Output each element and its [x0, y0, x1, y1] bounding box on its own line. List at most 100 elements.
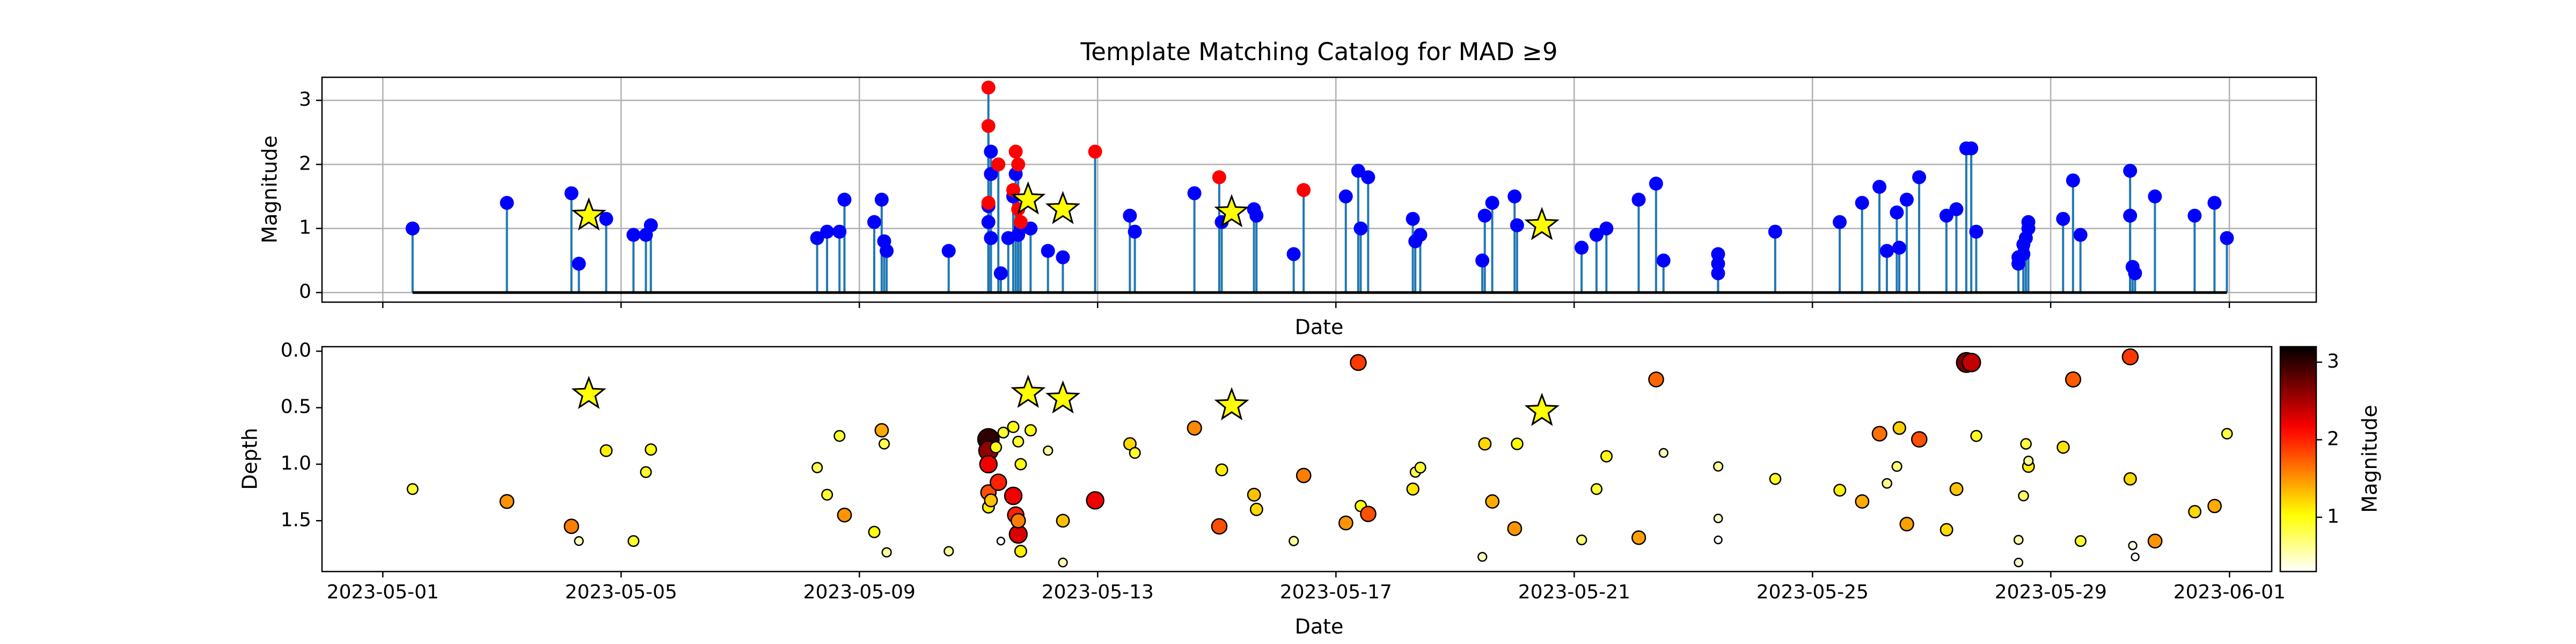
stem-marker [1338, 189, 1353, 204]
stem-marker [599, 211, 613, 226]
y-axis-label: Magnitude [258, 135, 282, 243]
scatter-point [1892, 421, 1906, 435]
scatter-point [564, 518, 580, 535]
scatter-point [1590, 483, 1603, 495]
scatter-point [1631, 530, 1646, 545]
stem-marker [1649, 177, 1663, 191]
template-star [571, 197, 606, 231]
stem-marker [1631, 193, 1646, 207]
scatter-point [943, 546, 954, 557]
scatter-point [984, 493, 998, 508]
scatter-point [1024, 424, 1037, 437]
axes-frame [321, 76, 2317, 303]
template-star [1524, 207, 1560, 240]
scatter-point [1855, 494, 1870, 509]
stem-marker [1892, 240, 1907, 255]
x-tick-label: 2023-05-13 [1042, 581, 1154, 603]
x-tick-label: 2023-05-09 [803, 581, 916, 603]
stem-marker [1187, 186, 1202, 201]
scatter-point [990, 473, 1007, 491]
y-axis-label: Depth [238, 428, 262, 490]
scatter-point [1871, 426, 1887, 442]
colorbar-tick-label: 2 [2327, 428, 2339, 450]
chart-title: Template Matching Catalog for MAD ≥9 [1080, 38, 1557, 66]
stem-marker [1286, 247, 1301, 261]
stem-marker [572, 257, 586, 271]
scatter-point [1086, 491, 1104, 510]
axes-frame [321, 346, 2273, 573]
scatter-point [1713, 461, 1724, 472]
x-axis-label: Date [1295, 615, 1344, 639]
scatter-point [1338, 515, 1353, 531]
scatter-point [1247, 487, 1261, 502]
y-tick-label: 1 [299, 217, 311, 239]
stem-marker [1361, 170, 1375, 185]
stem-marker [2066, 173, 2080, 188]
scatter-point [1940, 523, 1953, 537]
scatter-point [1769, 473, 1782, 485]
x-tick-label: 2023-05-25 [1757, 581, 1869, 603]
stem-marker [984, 144, 998, 159]
scatter-point [1014, 458, 1027, 471]
stem-marker [1351, 164, 1365, 178]
colorbar-tick-label: 1 [2327, 506, 2339, 528]
stem-marker [1353, 221, 1368, 236]
stem-marker [2128, 266, 2142, 281]
scatter-point [1289, 536, 1299, 546]
scatter-point [1010, 513, 1026, 529]
stem-marker [1297, 183, 1311, 197]
scatter-point [996, 536, 1006, 546]
stem-marker [1510, 218, 1524, 232]
scatter-point [1004, 486, 1023, 506]
stem-marker [820, 224, 835, 239]
scatter-point [837, 507, 852, 523]
scatter-point [2131, 552, 2140, 561]
stem-marker [984, 167, 998, 181]
scatter-point [2221, 428, 2233, 440]
stem-marker [1890, 205, 1904, 219]
x-tick-label: 2023-05-21 [1518, 581, 1630, 603]
scatter-point [1882, 478, 1892, 489]
scatter-point [1478, 437, 1492, 451]
stem-marker [1768, 224, 1782, 239]
colorbar-tick-label: 3 [2327, 350, 2339, 372]
scatter-point [1043, 445, 1053, 456]
stem-marker [1711, 257, 1725, 271]
scatter-point [406, 483, 419, 495]
stem-marker [1212, 170, 1226, 185]
stem-marker [880, 244, 894, 258]
y-tick-label: 0.0 [281, 339, 311, 361]
stem-marker [2220, 231, 2234, 245]
stem-marker [1507, 189, 1522, 204]
scatter-point [1891, 461, 1902, 472]
stem-marker [1575, 240, 1589, 255]
scatter-point [833, 430, 846, 442]
template-star [1524, 392, 1560, 426]
stem-marker [2148, 189, 2162, 204]
stem-marker [1589, 228, 1604, 242]
scatter-point [2128, 540, 2138, 551]
stem-marker [2021, 221, 2036, 236]
stem-marker [837, 193, 852, 207]
colorbar-label: Magnitude [2358, 405, 2382, 513]
scatter-point [811, 462, 823, 473]
template-star [1011, 375, 1046, 408]
stem-marker [2207, 195, 2222, 210]
stem-marker [981, 195, 996, 210]
stem-marker [1855, 195, 1869, 210]
stem-marker [2056, 211, 2070, 226]
scatter-point [1713, 514, 1723, 523]
scatter-point [1187, 420, 1202, 436]
stem-marker [1006, 183, 1020, 197]
stem-marker [1406, 211, 1420, 226]
stem-marker [981, 119, 996, 133]
stem-marker [1128, 224, 1142, 239]
stem-marker [626, 228, 641, 242]
stem-marker [2073, 228, 2088, 242]
stem-marker [2187, 208, 2202, 223]
x-tick-label: 2023-05-29 [1995, 581, 2107, 603]
scatter-point [1485, 494, 1500, 509]
scatter-point [1970, 430, 1982, 442]
scatter-point [1714, 535, 1723, 545]
